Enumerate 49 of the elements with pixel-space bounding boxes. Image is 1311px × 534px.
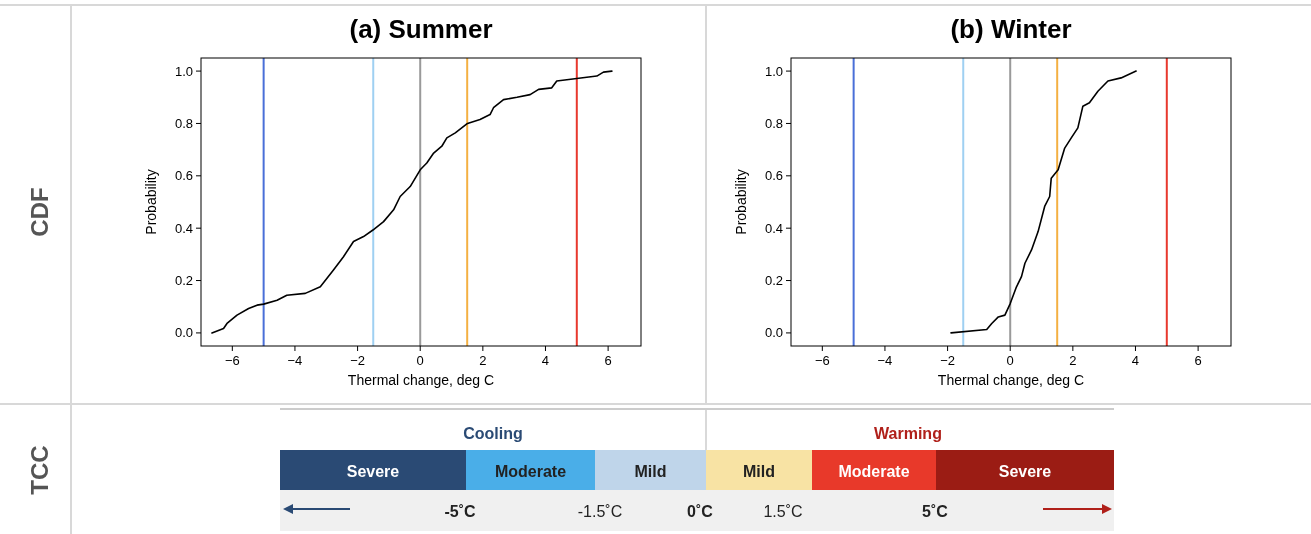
x-axis-title: Thermal change, deg C — [347, 372, 495, 388]
x-tick-label: −2 — [940, 353, 955, 368]
x-tick-label: −4 — [877, 353, 893, 368]
x-tick-label: 4 — [1131, 353, 1140, 368]
x-tick-label: 0 — [416, 353, 424, 368]
y-axis-title: Probability — [733, 169, 749, 235]
y-tick-label: 0.6 — [764, 168, 783, 184]
y-tick-label: 0.8 — [764, 115, 783, 131]
line-series — [211, 70, 613, 334]
category-label: Severe — [346, 463, 400, 480]
category-label: Moderate — [838, 463, 910, 480]
y-tick-label: 0.4 — [174, 220, 193, 236]
y-tick-label: 0.2 — [764, 273, 783, 289]
text: -5˚C — [444, 503, 476, 520]
x-tick-label: −4 — [287, 353, 303, 368]
text: -1.5˚C — [577, 503, 623, 520]
category-label: Moderate — [494, 463, 567, 480]
x-tick-label: 2 — [479, 353, 487, 368]
text: 1.5˚C — [763, 503, 803, 520]
x-tick-label: −2 — [350, 353, 365, 368]
chart-title: (a) Summer — [349, 14, 493, 44]
text: 0˚C — [687, 503, 714, 520]
x-tick-label: 6 — [1194, 353, 1202, 368]
y-tick-label: 0.0 — [764, 325, 783, 341]
y-tick-label: 0.2 — [174, 273, 193, 289]
line-series — [950, 70, 1137, 334]
y-tick-label: 0.6 — [174, 168, 193, 184]
x-tick-label: −6 — [224, 353, 240, 368]
category-label: Mild — [743, 463, 775, 480]
y-tick-label: 0.4 — [764, 220, 783, 236]
x-tick-label: 6 — [604, 353, 612, 368]
text: CDF — [26, 187, 53, 237]
text: Warming — [874, 425, 942, 442]
x-tick-label: 2 — [1069, 353, 1077, 368]
category-label: Mild — [634, 463, 667, 480]
text: Cooling — [463, 425, 523, 442]
y-tick-label: 0.0 — [174, 325, 193, 341]
x-axis-title: Thermal change, deg C — [937, 372, 1085, 388]
text: TCC — [26, 445, 53, 495]
x-tick-label: 0 — [1006, 353, 1014, 368]
chart-title: (b) Winter — [950, 14, 1072, 44]
y-tick-label: 1.0 — [174, 63, 193, 79]
y-tick-label: 1.0 — [764, 63, 783, 79]
x-tick-label: −6 — [814, 353, 830, 368]
x-tick-label: 4 — [541, 353, 550, 368]
text: 5˚C — [922, 503, 949, 520]
y-axis-title: Probability — [143, 169, 159, 235]
y-tick-label: 0.8 — [174, 115, 193, 131]
category-label: Severe — [998, 463, 1052, 480]
